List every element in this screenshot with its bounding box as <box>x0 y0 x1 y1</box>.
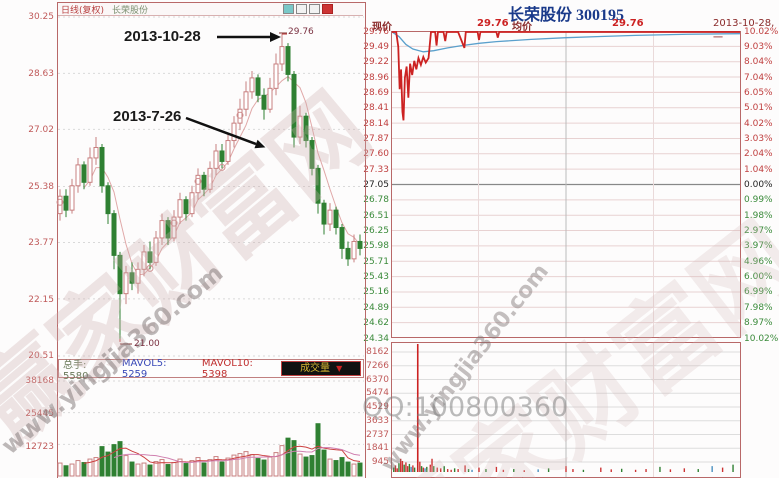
intraday-percent-label: 7.98% <box>744 302 773 313</box>
daily-volume-label: 12723 <box>25 442 54 452</box>
annotation-date-mid: 2013-7-26 <box>113 108 182 125</box>
intraday-volume-label: 945 <box>371 457 389 467</box>
intraday-percent-label: 8.04% <box>744 57 773 68</box>
intraday-price-label: 26.78 <box>363 195 389 206</box>
restore-button[interactable] <box>296 4 307 14</box>
daily-price-label: 27.02 <box>28 125 54 135</box>
intraday-price-label: 24.62 <box>363 318 389 329</box>
daily-candlestick-chart[interactable] <box>56 15 364 358</box>
intraday-percent-label: 1.98% <box>744 210 773 221</box>
intraday-price-chart[interactable] <box>391 31 741 338</box>
intraday-percent-label: 0.99% <box>744 195 773 206</box>
intraday-price-label: 25.16 <box>363 287 389 298</box>
chevron-down-icon: ▼ <box>336 364 343 373</box>
annotation-peak-price: 29.76 <box>288 27 314 37</box>
daily-price-label: 25.38 <box>28 181 54 192</box>
intraday-price-label: 29.49 <box>363 41 389 52</box>
intraday-percent-label: 3.97% <box>744 241 773 252</box>
intraday-price-label: 25.43 <box>363 272 389 283</box>
intraday-price-label: 28.96 <box>363 72 389 83</box>
intraday-percent-label: 4.02% <box>744 118 773 129</box>
minimize-button[interactable] <box>283 4 294 14</box>
intraday-volume-label: 8162 <box>366 347 389 357</box>
intraday-price-label: 24.34 <box>363 333 389 344</box>
intraday-percent-label: 4.96% <box>744 256 773 267</box>
chart-type-label: 日线(复权) <box>61 5 105 16</box>
intraday-volume-label: 1841 <box>366 443 389 454</box>
daily-price-label: 23.77 <box>28 238 54 248</box>
annotation-low-price: 21.00 <box>134 339 160 349</box>
intraday-percent-label: 6.05% <box>744 87 773 98</box>
intraday-date: 2013-10-28,一 <box>713 18 775 44</box>
maximize-button[interactable] <box>309 4 320 14</box>
average-price-value: 29.76 <box>612 18 644 29</box>
intraday-volume-label: 3633 <box>366 415 389 426</box>
daily-volume-label: 25445 <box>25 409 54 419</box>
intraday-price-label: 26.25 <box>363 226 389 237</box>
mavol10-value: MAVOL10: 5398 <box>201 357 253 380</box>
intraday-price-label: 25.98 <box>363 241 389 252</box>
intraday-volume-label: 2737 <box>366 429 389 440</box>
mavol5-value: MAVOL5: 5259 <box>121 357 167 380</box>
intraday-percent-label: 6.00% <box>744 272 773 283</box>
intraday-volume-chart[interactable] <box>391 342 741 478</box>
intraday-price-label: 24.89 <box>363 302 389 313</box>
annotation-date-peak: 2013-10-28 <box>124 28 201 45</box>
stock-name-label: 长荣股份 <box>112 5 149 16</box>
daily-volume-chart[interactable] <box>57 378 364 477</box>
intraday-price-label: 25.71 <box>363 256 389 267</box>
daily-price-label: 20.51 <box>28 351 54 361</box>
daily-price-label: 22.15 <box>28 294 54 305</box>
volume-pane-header: 总手: 5580 MAVOL5: 5259 MAVOL10: 5398 成交量 … <box>58 357 364 382</box>
intraday-percent-label: 8.97% <box>744 318 773 329</box>
intraday-percent-label: 2.97% <box>744 226 773 237</box>
intraday-price-label: 27.05 <box>363 180 389 190</box>
intraday-percent-label: 1.04% <box>744 164 773 175</box>
intraday-price-label: 27.87 <box>363 133 389 144</box>
intraday-percent-label: 10.02% <box>744 26 779 37</box>
intraday-volume-label: 6370 <box>366 374 389 385</box>
volume-pane-label: 成交量 <box>300 363 331 374</box>
intraday-volume-label: 5474 <box>366 388 389 399</box>
intraday-price-label: 28.69 <box>363 87 389 98</box>
total-hands-value: 总手: 5580 <box>63 359 89 382</box>
current-price-value: 29.76 <box>477 18 509 29</box>
intraday-price-label: 28.14 <box>363 118 389 129</box>
intraday-price-label: 27.60 <box>363 149 389 160</box>
intraday-percent-label: 2.04% <box>744 149 773 160</box>
intraday-price-label: 26.51 <box>363 210 389 221</box>
intraday-percent-label: 6.99% <box>744 287 773 298</box>
intraday-percent-label: 5.01% <box>744 103 773 114</box>
intraday-price-label: 28.41 <box>363 103 389 114</box>
intraday-price-label: 27.33 <box>363 164 389 175</box>
intraday-volume-label: 4529 <box>366 402 389 412</box>
intraday-percent-label: 3.03% <box>744 133 773 144</box>
label-current-price: 现价 <box>372 22 392 33</box>
daily-chart-panel <box>57 2 366 478</box>
intraday-price-label: 29.76 <box>363 26 389 37</box>
intraday-percent-label: 7.04% <box>744 72 773 83</box>
daily-price-label: 30.25 <box>28 12 54 22</box>
intraday-percent-label: 10.02% <box>744 333 779 344</box>
daily-price-label: 28.63 <box>28 68 54 79</box>
daily-chart-header: 日线(复权) 长荣股份 <box>58 3 363 16</box>
intraday-title: 长荣股份 300195 <box>507 7 624 24</box>
intraday-volume-label: 7266 <box>366 360 389 371</box>
close-button[interactable] <box>322 4 333 14</box>
daily-volume-label: 38168 <box>25 376 54 386</box>
label-average-price: 均价 <box>512 22 532 33</box>
volume-indicator-dropdown[interactable]: 成交量 ▼ <box>281 361 362 376</box>
intraday-price-label: 29.22 <box>363 57 389 68</box>
intraday-percent-label: 9.03% <box>744 41 773 52</box>
intraday-percent-label: 0.00% <box>744 180 773 190</box>
